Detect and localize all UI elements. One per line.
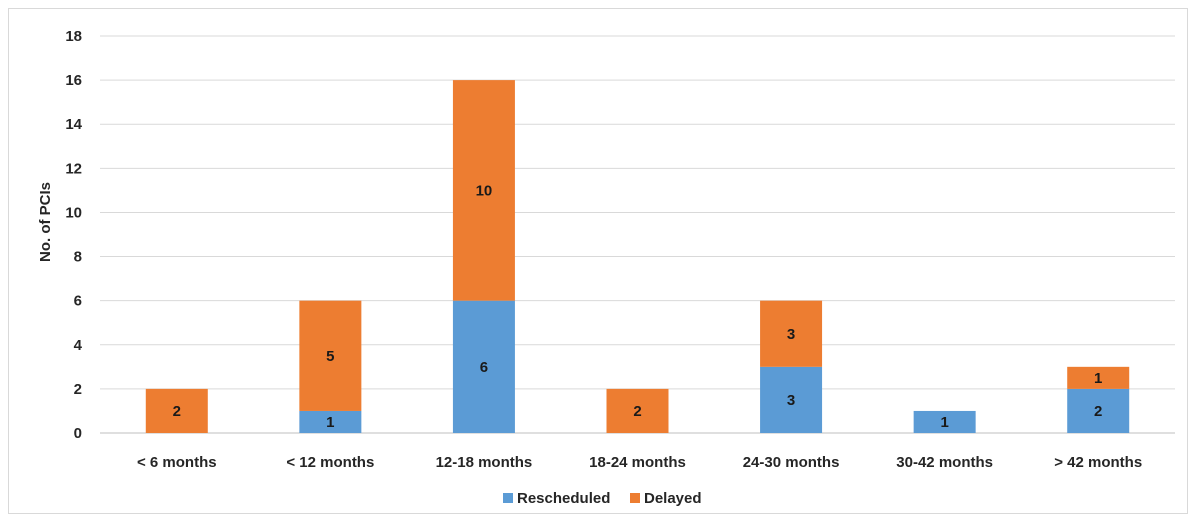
- x-tick-label: 12-18 months: [436, 454, 533, 471]
- y-tick-label: 12: [65, 160, 82, 177]
- data-labels: 2 1 5 6 10 2 3 3 1 2 1: [173, 182, 1103, 431]
- x-tick-label: 24-30 months: [743, 454, 840, 471]
- legend-label-rescheduled: Rescheduled: [517, 490, 610, 507]
- y-tick-label: 8: [74, 249, 82, 266]
- y-tick-label: 10: [65, 204, 82, 221]
- data-label: 2: [1094, 403, 1102, 420]
- data-label: 3: [787, 392, 795, 409]
- legend: Rescheduled Delayed: [503, 490, 702, 507]
- y-tick-label: 2: [74, 381, 82, 398]
- y-axis-title: No. of PCIs: [37, 182, 54, 262]
- bar-rescheduled: [913, 410, 976, 433]
- bar-delayed: [760, 300, 823, 367]
- data-label: 5: [326, 348, 334, 365]
- bar-rescheduled: [299, 410, 362, 433]
- x-tick-label: < 12 months: [286, 454, 374, 471]
- data-label: 2: [633, 403, 641, 420]
- x-tick-label: 18-24 months: [589, 454, 686, 471]
- y-tick-label: 14: [65, 116, 82, 133]
- bar-rescheduled: [760, 366, 823, 433]
- gridlines: [100, 35, 1175, 434]
- x-tick-label: > 42 months: [1054, 454, 1142, 471]
- y-axis-ticks: 0 2 4 6 8 10 12 14 16 18: [65, 28, 82, 442]
- legend-swatch-delayed: [630, 493, 640, 503]
- legend-label-delayed: Delayed: [644, 490, 702, 507]
- bar-delayed: [299, 300, 362, 411]
- bars: [145, 80, 1130, 433]
- bar-rescheduled: [452, 300, 515, 433]
- bar-delayed: [1067, 366, 1130, 389]
- data-label: 1: [326, 414, 334, 431]
- data-label: 3: [787, 326, 795, 343]
- bar-rescheduled: [1067, 388, 1130, 433]
- bar-delayed: [606, 388, 669, 433]
- data-label: 2: [173, 403, 181, 420]
- y-tick-label: 6: [74, 293, 82, 310]
- bar-delayed: [452, 80, 515, 301]
- y-tick-label: 0: [74, 425, 82, 442]
- legend-swatch-rescheduled: [503, 493, 513, 503]
- y-tick-label: 18: [65, 28, 82, 45]
- x-axis-ticks: < 6 months < 12 months 12-18 months 18-24 m…: [137, 454, 1142, 471]
- data-label: 6: [480, 359, 488, 376]
- bar-delayed: [145, 388, 208, 433]
- data-label: 10: [476, 182, 493, 199]
- data-label: 1: [1094, 370, 1102, 387]
- data-label: 1: [940, 414, 948, 431]
- x-tick-label: < 6 months: [137, 454, 217, 471]
- y-tick-label: 16: [65, 72, 82, 89]
- y-tick-label: 4: [74, 337, 83, 354]
- x-tick-label: 30-42 months: [896, 454, 993, 471]
